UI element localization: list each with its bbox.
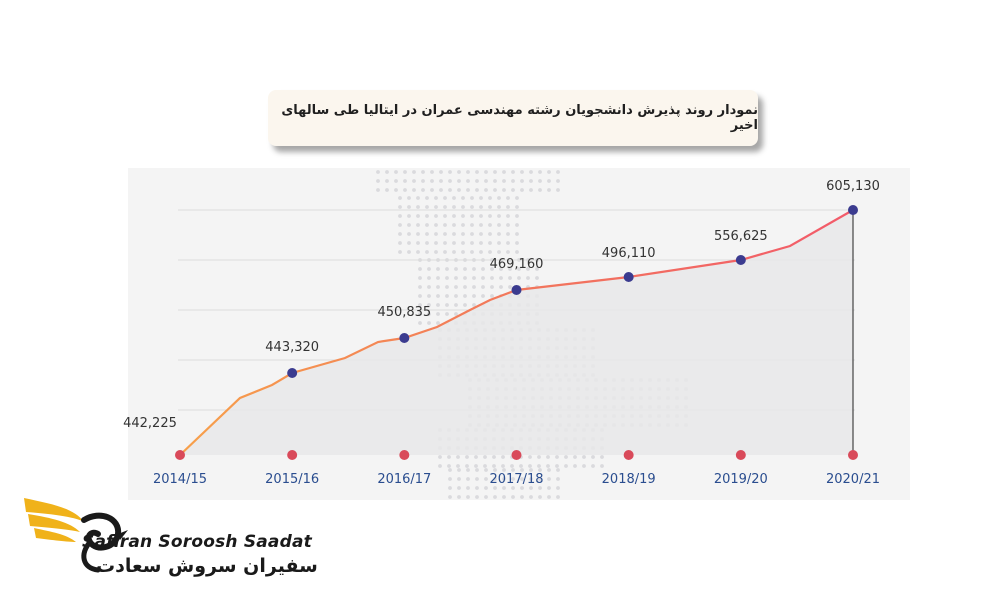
- x-tick-label: 2020/21: [826, 472, 880, 487]
- x-axis-dots: [175, 450, 858, 460]
- data-markers: [287, 205, 858, 378]
- x-tick-label: 2016/17: [377, 472, 431, 487]
- data-point: [287, 368, 298, 378]
- area-fill: [180, 210, 853, 455]
- data-point: [511, 285, 522, 295]
- data-labels: 442,225 443,320 450,835 469,160 496,110 556,6…: [123, 179, 880, 431]
- x-tick-label: 2015/16: [265, 472, 319, 487]
- data-label: 442,225: [123, 416, 177, 431]
- brand-name-persian: سفیران سروش سعادت: [96, 555, 318, 577]
- x-axis-dot: [399, 450, 410, 460]
- x-axis-dot: [623, 450, 634, 460]
- x-tick-label: 2014/15: [153, 472, 207, 487]
- x-tick-label: 2018/19: [602, 472, 656, 487]
- x-axis-dot: [511, 450, 522, 460]
- series-line: [179, 209, 854, 456]
- x-tick-label: 2019/20: [714, 472, 768, 487]
- data-label: 605,130: [826, 179, 880, 194]
- data-point: [848, 205, 858, 215]
- x-axis-dot: [175, 450, 185, 460]
- brand-name-english: Safiran Soroosh Saadat: [82, 532, 312, 552]
- x-tick-labels: 2014/15 2015/16 2016/17 2017/18 2018/19 2019/…: [153, 472, 880, 487]
- data-label: 443,320: [265, 340, 319, 355]
- x-tick-label: 2017/18: [489, 472, 543, 487]
- data-point: [399, 333, 410, 343]
- data-label: 496,110: [602, 246, 656, 261]
- data-point: [735, 255, 746, 265]
- logo-bird-icon: [24, 498, 128, 573]
- data-label: 469,160: [490, 257, 544, 272]
- x-axis-dot: [848, 450, 858, 460]
- chart-title-card: نمودار روند پذیرش دانشجویان رشته مهندسی …: [268, 90, 758, 146]
- chart-title: نمودار روند پذیرش دانشجویان رشته مهندسی …: [281, 103, 758, 133]
- x-axis-dot: [735, 450, 746, 460]
- data-label: 556,625: [714, 229, 768, 244]
- x-axis-dot: [287, 450, 298, 460]
- data-point: [623, 272, 634, 282]
- data-label: 450,835: [377, 305, 431, 320]
- background-dot-map: [376, 170, 688, 499]
